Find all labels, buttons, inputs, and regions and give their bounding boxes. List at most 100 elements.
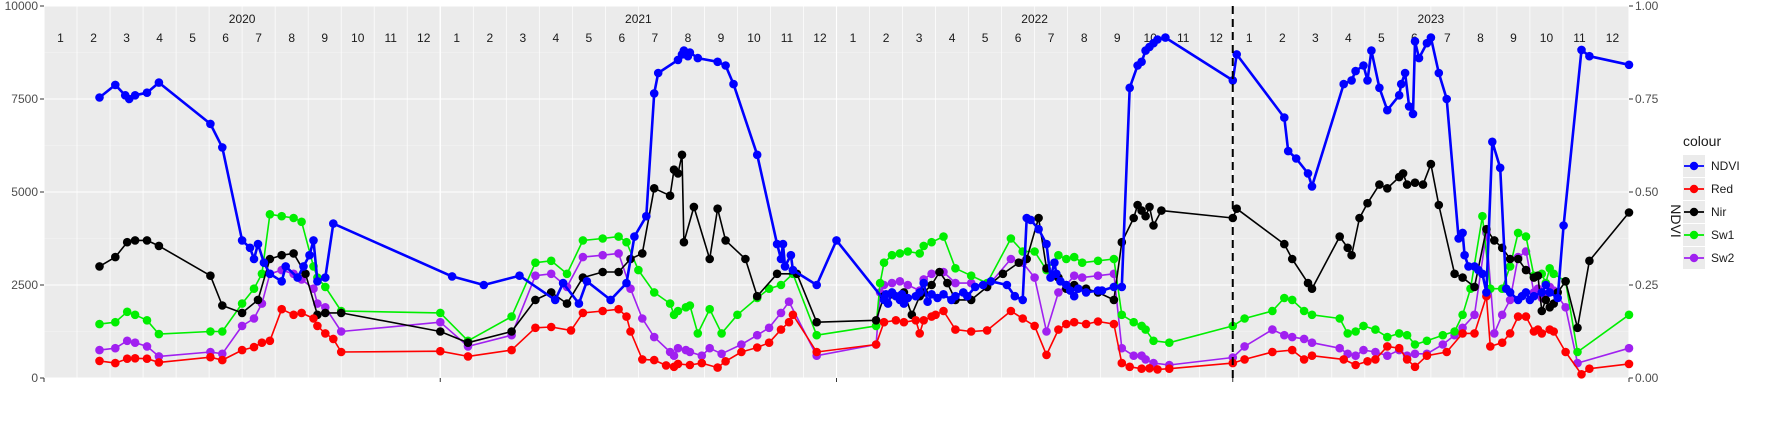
- data-point-sw2: [1069, 271, 1079, 281]
- data-point-red: [685, 360, 695, 370]
- data-point-red: [1054, 325, 1063, 334]
- data-point-red: [1561, 347, 1570, 357]
- month-label: 11: [1177, 31, 1190, 45]
- data-point-sw1: [1062, 254, 1071, 264]
- data-point-red: [218, 355, 227, 365]
- data-point-ndvi: [772, 239, 782, 249]
- data-point-red: [1458, 329, 1467, 338]
- data-point-ndvi: [903, 293, 913, 303]
- data-point-sw2: [122, 336, 132, 346]
- month-label: 3: [916, 31, 923, 45]
- data-point-ndvi: [154, 78, 164, 87]
- data-point-sw1: [237, 299, 247, 308]
- data-point-nir: [1490, 236, 1499, 245]
- data-point-sw2: [614, 249, 623, 258]
- data-point-sw2: [130, 338, 140, 348]
- data-point-red: [1145, 364, 1154, 373]
- data-point-ndvi: [963, 291, 972, 301]
- data-point-sw1: [130, 310, 140, 320]
- legend-title: colour: [1683, 133, 1721, 149]
- data-point-ndvi: [259, 258, 269, 268]
- data-point-nir: [1418, 180, 1428, 189]
- data-point-sw1: [507, 312, 516, 321]
- data-point-ndvi: [951, 291, 960, 301]
- data-point-sw1: [1505, 262, 1515, 271]
- data-point-red: [1470, 329, 1479, 338]
- data-point-ndvi: [1400, 68, 1410, 78]
- data-point-nir: [1363, 198, 1372, 208]
- data-point-nir: [1287, 254, 1297, 264]
- data-point-nir: [130, 236, 140, 245]
- legend-key-point: [1689, 207, 1699, 217]
- data-point-red: [309, 314, 318, 323]
- month-label: 4: [949, 31, 956, 45]
- data-point-nir: [1434, 200, 1444, 210]
- data-point-ndvi: [1408, 109, 1418, 119]
- data-point-sw1: [436, 308, 445, 318]
- legend-label: Nir: [1711, 205, 1726, 219]
- data-point-sw1: [1030, 247, 1039, 256]
- data-point-sw2: [1054, 288, 1063, 297]
- data-point-sw1: [634, 265, 643, 275]
- data-point-ndvi: [778, 239, 788, 249]
- data-point-sw2: [1505, 295, 1515, 305]
- left-tick-label: 0: [31, 371, 38, 385]
- data-point-ndvi: [1097, 286, 1107, 295]
- data-point-ndvi: [970, 282, 980, 292]
- data-point-sw2: [1129, 351, 1138, 361]
- data-point-sw1: [562, 269, 572, 279]
- data-point-red: [871, 340, 881, 349]
- data-point-sw2: [1006, 254, 1016, 264]
- data-point-red: [321, 329, 330, 338]
- data-point-ndvi: [1228, 76, 1238, 85]
- data-point-ndvi: [1410, 37, 1420, 46]
- data-point-sw1: [142, 316, 152, 325]
- data-point-red: [257, 338, 267, 348]
- data-point-nir: [321, 308, 330, 318]
- data-point-sw1: [249, 284, 259, 294]
- data-point-nir: [943, 278, 952, 288]
- data-point-sw1: [812, 330, 821, 340]
- data-point-ndvi: [206, 119, 215, 129]
- month-label: 6: [222, 31, 229, 45]
- data-point-red: [1624, 359, 1634, 369]
- data-point-ndvi: [642, 211, 651, 221]
- data-point-ndvi: [1052, 269, 1061, 279]
- data-point-sw2: [669, 351, 679, 361]
- month-label: 1: [1246, 31, 1253, 45]
- data-point-ndvi: [293, 273, 302, 282]
- legend-key-point: [1689, 253, 1699, 263]
- data-point-red: [578, 308, 588, 318]
- data-point-sw2: [673, 343, 683, 353]
- data-point-red: [951, 325, 960, 334]
- data-point-ndvi: [939, 290, 948, 299]
- data-point-ndvi: [1153, 35, 1162, 44]
- data-point-sw1: [1410, 340, 1420, 349]
- data-point-sw1: [297, 217, 306, 227]
- data-point-nir: [927, 280, 936, 290]
- data-point-sw1: [122, 307, 132, 317]
- data-point-red: [249, 342, 259, 352]
- data-point-sw1: [1478, 211, 1487, 221]
- month-label: 6: [1015, 31, 1022, 45]
- data-point-nir: [1410, 178, 1420, 187]
- month-label: 9: [1114, 31, 1121, 45]
- data-point-red: [1109, 319, 1119, 329]
- data-point-nir: [871, 316, 881, 325]
- data-point-nir: [1141, 211, 1150, 221]
- month-label: 5: [1378, 31, 1385, 45]
- data-point-red: [206, 352, 215, 362]
- data-point-red: [531, 323, 540, 333]
- data-point-red: [1081, 319, 1091, 329]
- data-point-sw2: [951, 278, 960, 288]
- data-point-red: [1549, 327, 1558, 336]
- data-point-ndvi: [1367, 46, 1376, 55]
- month-label: 4: [1345, 31, 1352, 45]
- month-label: 6: [619, 31, 626, 45]
- data-point-sw1: [1077, 258, 1087, 268]
- data-point-ndvi: [1482, 288, 1491, 297]
- data-point-red: [463, 352, 473, 361]
- data-point-nir: [301, 269, 310, 279]
- data-point-nir: [998, 269, 1008, 279]
- data-point-ndvi: [729, 79, 738, 89]
